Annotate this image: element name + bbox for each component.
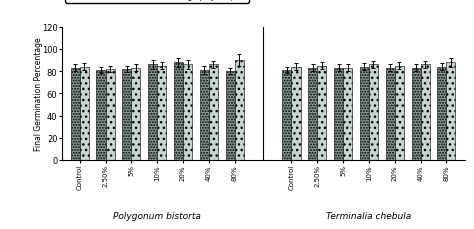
Bar — [343, 68, 352, 160]
Bar — [386, 68, 395, 160]
Bar — [283, 71, 292, 160]
Bar — [183, 65, 192, 160]
Bar — [411, 68, 420, 160]
Bar — [308, 68, 317, 160]
Text: Terminalia chebula: Terminalia chebula — [326, 211, 411, 220]
Bar — [157, 66, 166, 160]
Bar — [369, 65, 378, 160]
Bar — [360, 67, 369, 160]
Y-axis label: Final Germination Percentage: Final Germination Percentage — [35, 37, 44, 150]
Bar — [438, 67, 447, 160]
Bar — [447, 63, 456, 160]
Legend: Daucus carrota, Medicago polymorpha: Daucus carrota, Medicago polymorpha — [65, 0, 249, 4]
Bar — [420, 65, 429, 160]
Bar — [174, 63, 183, 160]
Bar — [200, 71, 209, 160]
Bar — [395, 66, 404, 160]
Bar — [317, 66, 326, 160]
Bar — [106, 70, 115, 160]
Bar — [131, 68, 140, 160]
Bar — [334, 68, 343, 160]
Bar — [122, 70, 131, 160]
Bar — [80, 67, 89, 160]
Bar — [235, 61, 244, 160]
Text: Polygonum bistorta: Polygonum bistorta — [113, 211, 201, 220]
Bar — [292, 67, 301, 160]
Bar — [148, 65, 157, 160]
Bar — [209, 65, 218, 160]
Bar — [226, 72, 235, 160]
Bar — [71, 68, 80, 160]
Bar — [97, 71, 106, 160]
